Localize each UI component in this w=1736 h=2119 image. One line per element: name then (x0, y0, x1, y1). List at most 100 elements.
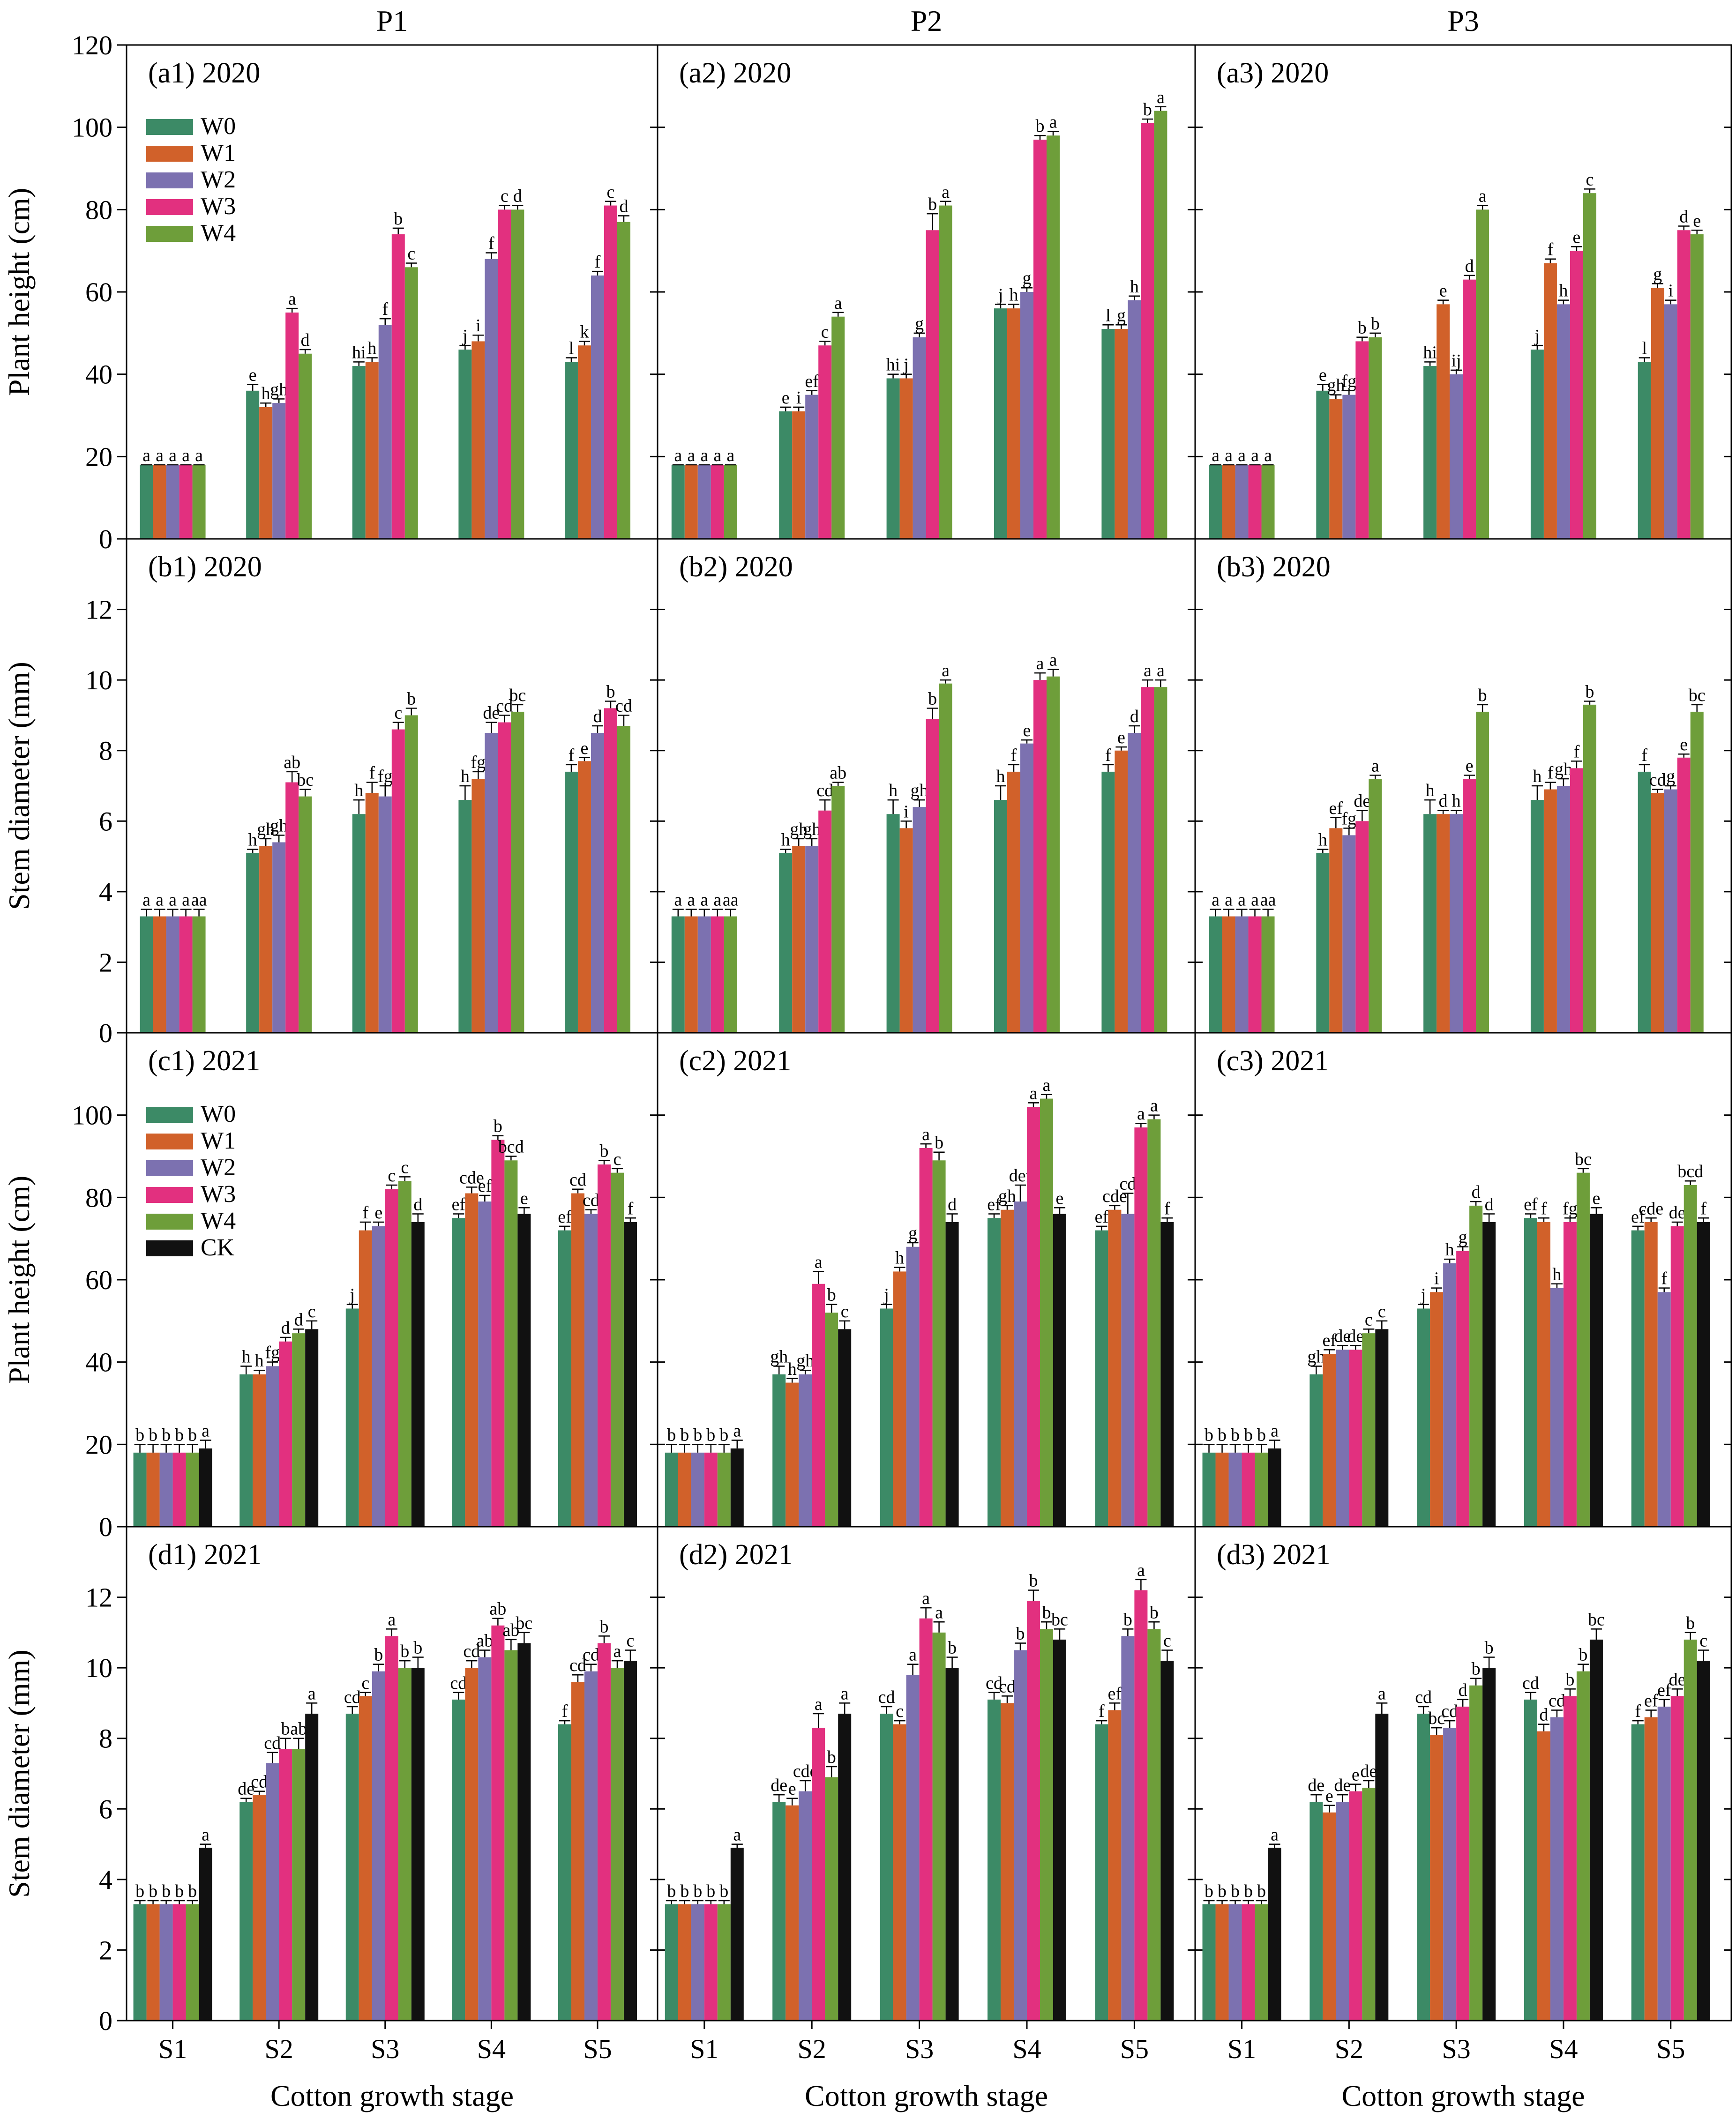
significance-letter: l (569, 339, 574, 358)
x-tick-label: S2 (798, 2034, 826, 2064)
significance-letter: b (413, 1638, 422, 1658)
significance-letter: cd (816, 781, 833, 800)
bar-W3 (926, 230, 939, 539)
bar-W1 (678, 1904, 691, 2021)
significance-letter: d (281, 1318, 290, 1338)
significance-letter: ef (478, 1176, 492, 1196)
bar-W4 (511, 711, 524, 1033)
bar-W1 (1323, 1812, 1336, 2021)
bar-W0 (665, 1904, 678, 2021)
x-tick-label: S2 (265, 2034, 293, 2064)
bar-W3 (812, 1283, 825, 1527)
bar-W0 (1417, 1308, 1430, 1527)
panel-title: (d3) 2021 (1217, 1539, 1331, 1571)
significance-letter: de (1354, 791, 1370, 811)
significance-letter: cd (1522, 1673, 1539, 1693)
significance-letter: g (1459, 1228, 1467, 1247)
significance-letter: c (401, 1157, 409, 1177)
significance-letter: aa (723, 890, 739, 910)
significance-letter: b (135, 1425, 144, 1445)
significance-letter: f (1548, 763, 1554, 783)
bar-W2 (1228, 1904, 1242, 2021)
bar-W1 (1430, 1735, 1444, 2021)
bar-W1 (359, 1696, 372, 2021)
significance-letter: a (674, 890, 682, 910)
bar-W4 (1362, 1788, 1376, 2021)
significance-letter: h (781, 830, 790, 850)
significance-letter: c (896, 1701, 904, 1721)
bar-W3 (279, 1749, 292, 2021)
significance-letter: bc (1588, 1610, 1605, 1629)
significance-letter: a (182, 890, 190, 910)
significance-letter: a (942, 182, 950, 202)
bar-W1 (146, 1904, 160, 2021)
significance-letter: gh (796, 1351, 814, 1371)
significance-letter: b (1231, 1425, 1240, 1445)
bar-W3 (1134, 1590, 1148, 2021)
significance-letter: d (413, 1194, 422, 1214)
x-tick-label: S4 (1549, 2034, 1578, 2064)
bar-W0 (779, 411, 793, 539)
bar-W1 (571, 1682, 584, 2021)
bar-W1 (577, 761, 591, 1033)
significance-letter: cd (344, 1687, 361, 1707)
bar-W2 (1657, 1706, 1671, 2021)
significance-letter: e (1572, 227, 1580, 247)
significance-letter: a (700, 446, 708, 465)
bar-W2 (906, 1246, 920, 1527)
significance-letter: c (1365, 1310, 1373, 1329)
bar-W0 (564, 362, 578, 539)
bar-W4 (186, 1904, 199, 2021)
significance-letter: a (1036, 654, 1044, 673)
bar-W0 (1638, 771, 1651, 1033)
bar-W3 (1563, 1222, 1577, 1527)
bar-W2 (906, 1675, 920, 2021)
significance-letter: b (706, 1881, 715, 1901)
significance-letter: h (242, 1347, 251, 1366)
significance-letter: i (904, 802, 909, 821)
bar-W2 (1443, 1263, 1457, 1527)
bar-W3 (1570, 251, 1583, 539)
y-tick-label: 8 (99, 736, 112, 766)
significance-letter: e (374, 1203, 382, 1223)
y-tick-label: 8 (99, 1724, 112, 1754)
significance-letter: c (388, 1166, 396, 1186)
significance-letter: de (1669, 1203, 1686, 1223)
column-title: P1 (376, 4, 408, 37)
significance-letter: cd (463, 1641, 480, 1661)
bar-W2 (584, 1671, 598, 2021)
significance-letter: e (1023, 721, 1031, 740)
y-tick-label: 4 (99, 877, 112, 907)
bar-W3 (1463, 279, 1476, 539)
significance-letter: b (1150, 1603, 1159, 1622)
bar-W0 (1524, 1218, 1537, 1527)
bar-W2 (1020, 743, 1033, 1033)
bar-W3 (179, 464, 193, 539)
y-tick-label: 120 (72, 30, 112, 60)
bar-W3 (1026, 1107, 1040, 1527)
significance-letter: cd (583, 1645, 599, 1665)
significance-letter: b (599, 1141, 608, 1161)
significance-letter: a (700, 890, 708, 910)
bar-W3 (1033, 140, 1047, 539)
significance-letter: fg (1341, 809, 1356, 828)
significance-letter: e (1466, 756, 1474, 776)
significance-letter: i (1668, 281, 1673, 301)
bar-W4 (1147, 1119, 1161, 1527)
bar-CK (1697, 1661, 1710, 2021)
significance-letter: j (903, 355, 909, 375)
significance-letter: b (1358, 318, 1367, 338)
significance-letter: h (461, 767, 470, 786)
bar-W0 (452, 1218, 465, 1527)
y-tick-label: 40 (85, 1347, 112, 1378)
significance-letter: a (834, 293, 842, 313)
significance-letter: j (462, 326, 468, 346)
significance-letter: c (308, 1302, 316, 1321)
bar-W3 (1463, 778, 1476, 1033)
significance-letter: fg (378, 767, 393, 786)
significance-letter: b (1579, 1645, 1587, 1665)
bar-W3 (1456, 1706, 1470, 2021)
bar-W4 (1469, 1205, 1483, 1527)
